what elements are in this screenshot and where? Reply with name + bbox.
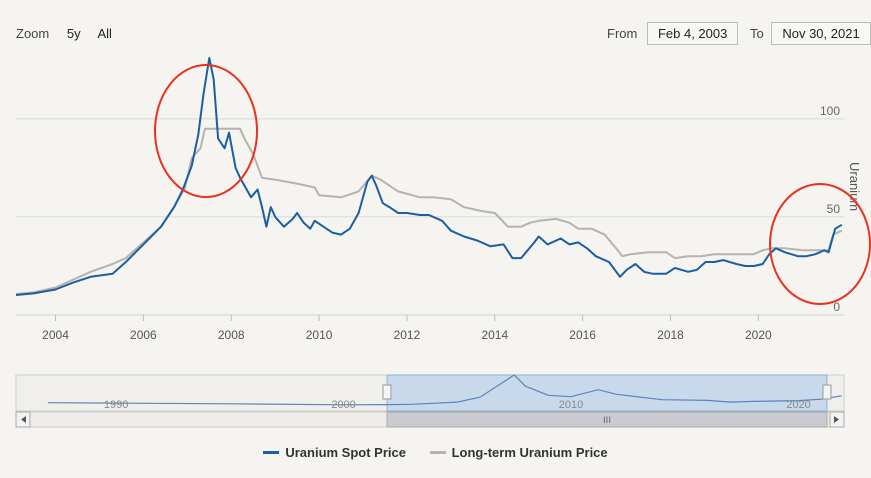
x-tick-label: 2016	[569, 328, 596, 342]
legend-swatch-long-term	[429, 451, 446, 454]
grid-lines	[16, 118, 844, 316]
x-tick-label: 2014	[481, 328, 508, 342]
navigator-tick-label: 2020	[786, 399, 810, 411]
y-axis-ticks: 0 50 100	[820, 104, 840, 314]
series-line-long-term	[15, 127, 843, 295]
from-label: From	[607, 26, 638, 41]
zoom-label: Zoom	[16, 26, 50, 41]
x-tick-label: 2012	[394, 328, 421, 342]
right-arrow-icon	[834, 416, 839, 423]
legend-label-spot: Uranium Spot Price	[285, 445, 406, 460]
x-tick-label: 2010	[306, 328, 333, 342]
series-lines	[15, 57, 843, 296]
navigator-tick-label: 2010	[559, 399, 583, 411]
x-tick-label: 2006	[130, 328, 157, 342]
navigator-selected-range[interactable]	[386, 374, 828, 412]
x-tick-label: 2008	[218, 328, 245, 342]
scrollbar-thumb[interactable]	[386, 411, 828, 428]
y-tick-label: 100	[820, 104, 840, 118]
legend-label-long-term: Long-term Uranium Price	[451, 445, 608, 460]
navigator-series-line	[47, 374, 842, 406]
legend-swatch-spot	[263, 451, 280, 454]
x-tick-label: 2004	[42, 328, 69, 342]
x-tick-label: 2018	[657, 328, 684, 342]
highlight-circle-peak	[154, 64, 258, 198]
left-arrow-icon	[21, 416, 26, 423]
series-line-spot	[15, 57, 843, 296]
zoom-all-button[interactable]: All	[97, 26, 112, 41]
y-axis-label: Uranium	[847, 162, 862, 211]
navigator-line	[47, 374, 842, 406]
date-range: From Feb 4, 2003 To Nov 30, 2021	[607, 22, 871, 45]
highlight-circle-recent	[769, 183, 871, 305]
zoom-control: Zoom 5y All	[16, 26, 126, 41]
to-label: To	[749, 26, 764, 41]
zoom-5y-button[interactable]: 5y	[66, 26, 81, 41]
navigator-ticks: 1990 2000 2010 2020	[104, 399, 811, 411]
navigator-tick-label: 1990	[104, 399, 128, 411]
navigator-left-handle[interactable]	[382, 384, 392, 400]
legend-item-long-term[interactable]: Long-term Uranium Price	[429, 445, 608, 460]
y-tick-label: 0	[833, 300, 840, 314]
navigator-tick-label: 2000	[331, 399, 355, 411]
scrollbar-grip-icon: III	[603, 416, 611, 426]
legend-item-spot[interactable]: Uranium Spot Price	[263, 445, 406, 460]
from-date-input[interactable]: Feb 4, 2003	[646, 22, 739, 45]
navigator-right-handle[interactable]	[822, 384, 832, 400]
x-tick-label: 2020	[745, 328, 772, 342]
y-tick-label: 50	[827, 202, 841, 216]
x-axis-ticks: 2004 2006 2008 2010 2012 2014 2016 2018 2020	[42, 315, 772, 342]
to-date-input[interactable]: Nov 30, 2021	[771, 22, 871, 45]
legend: Uranium Spot Price Long-term Uranium Pri…	[0, 442, 871, 460]
